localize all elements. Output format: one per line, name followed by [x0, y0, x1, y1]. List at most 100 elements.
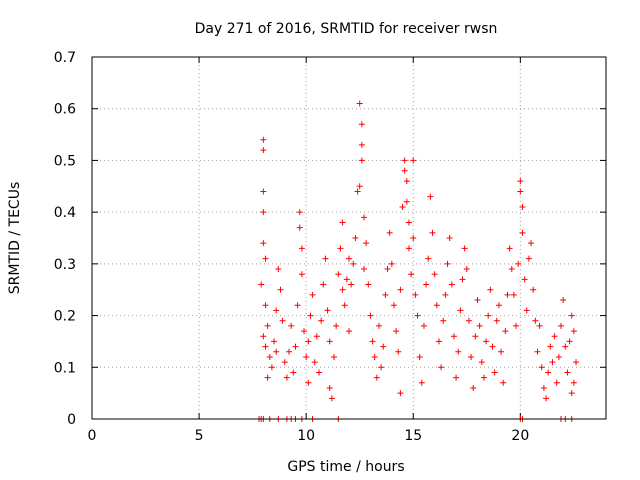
- data-point: [356, 100, 363, 107]
- data-point: [337, 245, 344, 252]
- data-point: [393, 328, 400, 335]
- data-point: [564, 369, 571, 376]
- data-point: [307, 312, 314, 319]
- data-point: [401, 167, 408, 174]
- data-point: [519, 229, 526, 236]
- data-point: [410, 235, 417, 241]
- data-point: [375, 322, 382, 329]
- data-point: [369, 338, 376, 345]
- data-point: [555, 353, 562, 360]
- y-tick-label: 0.7: [54, 50, 76, 66]
- data-point: [292, 343, 299, 350]
- data-point: [273, 307, 280, 314]
- data-point: [455, 348, 462, 355]
- data-point: [416, 353, 423, 360]
- data-point: [371, 353, 378, 360]
- data-point: [453, 374, 460, 381]
- data-point: [483, 338, 490, 345]
- data-point: [465, 317, 472, 324]
- data-point: [313, 333, 320, 340]
- data-point: [360, 214, 367, 221]
- data-point: [425, 255, 432, 262]
- data-point: [350, 260, 357, 267]
- data-point: [444, 260, 451, 267]
- data-point: [570, 328, 577, 335]
- data-point: [405, 219, 412, 226]
- data-point: [461, 245, 468, 252]
- data-point: [346, 328, 352, 335]
- data-point: [536, 322, 543, 329]
- data-point: [273, 348, 280, 355]
- data-point: [558, 322, 565, 329]
- data-point: [305, 379, 312, 386]
- data-point: [378, 364, 385, 371]
- data-point: [448, 281, 455, 288]
- y-tick-label: 0.5: [54, 153, 76, 169]
- data-point: [474, 297, 481, 304]
- grid: [92, 57, 606, 419]
- data-point: [326, 384, 333, 391]
- data-point: [412, 291, 419, 298]
- x-tick-label: 5: [195, 428, 204, 444]
- data-point: [388, 260, 395, 267]
- data-point: [480, 374, 487, 381]
- data-point: [290, 369, 297, 376]
- x-tick-labels: 0 5 10 15 20: [88, 428, 530, 444]
- data-point: [258, 281, 265, 288]
- data-point: [288, 322, 295, 329]
- data-point: [549, 359, 556, 366]
- data-point: [301, 328, 308, 335]
- data-point: [341, 302, 348, 309]
- data-point: [573, 359, 580, 366]
- data-point: [457, 307, 464, 314]
- x-tick-label: 0: [88, 428, 97, 444]
- data-point: [264, 322, 271, 329]
- data-point: [305, 338, 312, 345]
- data-point: [459, 276, 466, 283]
- data-point: [260, 333, 267, 340]
- data-point: [363, 240, 370, 247]
- data-point: [271, 338, 278, 345]
- data-point: [547, 343, 554, 350]
- data-point: [260, 136, 267, 143]
- y-axis-label: SRMTID / TECUs: [7, 182, 23, 295]
- data-point: [568, 390, 575, 397]
- x-tick-label: 15: [404, 428, 422, 444]
- data-point: [322, 255, 329, 262]
- data-point: [510, 291, 517, 298]
- data-point: [470, 384, 477, 391]
- data-point: [318, 317, 325, 324]
- x-axis-label: GPS time / hours: [287, 459, 404, 475]
- data-point: [566, 338, 573, 345]
- data-point: [551, 333, 558, 340]
- data-point: [262, 255, 269, 262]
- data-point: [346, 255, 352, 262]
- data-point: [311, 359, 318, 366]
- data-point: [260, 188, 267, 195]
- data-point: [260, 147, 267, 154]
- data-point: [408, 271, 415, 278]
- plot-frame: [91, 56, 607, 420]
- data-point: [260, 240, 267, 247]
- data-point: [431, 271, 438, 278]
- y-tick-label: 0.3: [54, 257, 76, 273]
- data-point: [324, 307, 331, 314]
- data-point: [343, 276, 350, 283]
- data-point: [296, 209, 303, 216]
- data-point: [478, 359, 485, 366]
- data-point: [502, 328, 509, 335]
- data-point: [517, 188, 524, 195]
- data-point: [500, 379, 507, 386]
- data-point: [540, 384, 547, 391]
- x-tick-label: 20: [511, 428, 529, 444]
- data-point: [543, 395, 550, 402]
- data-point: [553, 379, 560, 386]
- data-point: [331, 353, 338, 360]
- data-point: [403, 198, 410, 205]
- data-point: [401, 157, 408, 164]
- data-point: [534, 348, 541, 355]
- data-point: [279, 317, 286, 324]
- data-point: [519, 203, 526, 210]
- data-point: [508, 266, 515, 273]
- data-point: [403, 178, 410, 185]
